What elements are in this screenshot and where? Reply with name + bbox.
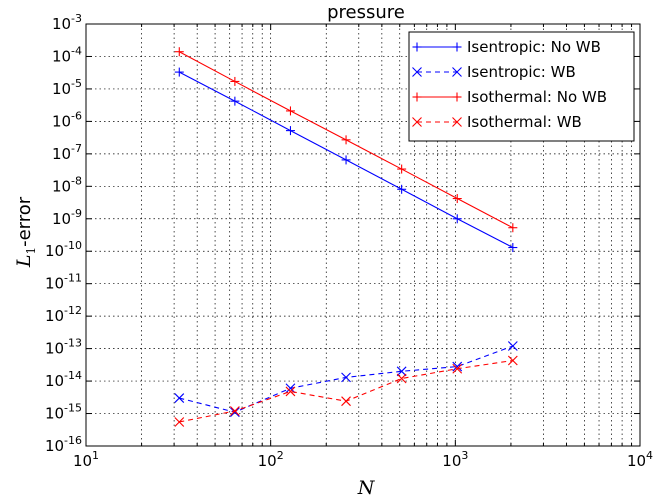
plot-frame (85, 23, 641, 447)
y-tick-label: 10-4 (52, 44, 82, 65)
data-point (452, 214, 462, 224)
y-tick-label: 10-5 (52, 77, 82, 98)
y-tick-label: 10-15 (45, 402, 82, 423)
legend-label: Isentropic: No WB (467, 38, 601, 56)
data-point (174, 67, 184, 77)
y-tick-label: 10-8 (52, 174, 82, 195)
data-point (341, 155, 351, 165)
y-tick-label: 10-6 (52, 109, 82, 130)
data-point (452, 194, 462, 204)
y-tick-label: 10-11 (45, 272, 82, 293)
legend-label: Isothermal: WB (467, 113, 582, 131)
legend-marker (452, 42, 462, 52)
data-point (341, 396, 351, 407)
y-tick-label: 10-13 (45, 337, 82, 358)
y-tick-label: 10-7 (52, 142, 82, 163)
data-point (507, 355, 518, 366)
legend-marker (452, 92, 462, 102)
y-tick-label: 10-12 (45, 304, 82, 325)
data-point (285, 126, 295, 136)
ticks (85, 23, 640, 447)
y-axis-label-sub: 1 (24, 247, 38, 255)
legend-marker (412, 117, 422, 127)
x-tick-label: 104 (627, 449, 653, 470)
y-tick-label: 10-9 (52, 207, 82, 228)
legend-box (408, 31, 635, 142)
y-tick-label: 10-3 (52, 12, 82, 33)
data-point (397, 164, 407, 174)
data-point (341, 135, 351, 145)
y-tick-label: 10-16 (45, 434, 82, 455)
x-tick-label: 103 (442, 449, 468, 470)
legend-marker (412, 42, 422, 52)
legend-label: Isentropic: WB (467, 63, 576, 81)
series-layer (174, 47, 518, 427)
legend-marker (452, 117, 462, 127)
data-point (174, 417, 185, 427)
x-tick-label: 102 (258, 449, 284, 470)
data-point (285, 386, 296, 397)
legend: Isentropic: No WB Isentropic: WB Isotherma… (408, 31, 635, 142)
data-point (285, 106, 295, 116)
y-axis-label-main: L (13, 255, 35, 269)
y-tick-label: 10-10 (45, 239, 82, 260)
tick-labels: 101 102 103 104 10-16 10-15 10-14 10-13 10-12 10-… (45, 12, 653, 470)
data-point (174, 47, 184, 57)
y-tick-label: 10-14 (45, 369, 82, 390)
data-point (229, 407, 240, 418)
x-axis-label: N (357, 477, 376, 499)
data-point (285, 383, 296, 394)
y-axis-label-rest: -error (14, 196, 35, 247)
legend-label: Isothermal: No WB (467, 88, 607, 106)
grid (86, 24, 640, 446)
data-point (230, 96, 240, 106)
y-axis-label: L1-error (13, 196, 38, 268)
data-point (508, 243, 518, 253)
legend-marker (452, 67, 462, 77)
legend-marker (412, 92, 422, 102)
data-point (507, 341, 518, 351)
data-point (229, 406, 240, 416)
data-point (452, 361, 463, 372)
x-tick-label: 101 (73, 449, 99, 470)
data-point (396, 366, 407, 377)
data-point (452, 363, 463, 374)
data-point (230, 76, 240, 86)
data-point (508, 223, 518, 233)
chart-title: pressure (327, 2, 405, 23)
data-point (341, 372, 351, 383)
data-point (174, 393, 185, 403)
data-point (396, 373, 407, 384)
legend-marker (412, 67, 422, 77)
data-point (397, 184, 407, 194)
